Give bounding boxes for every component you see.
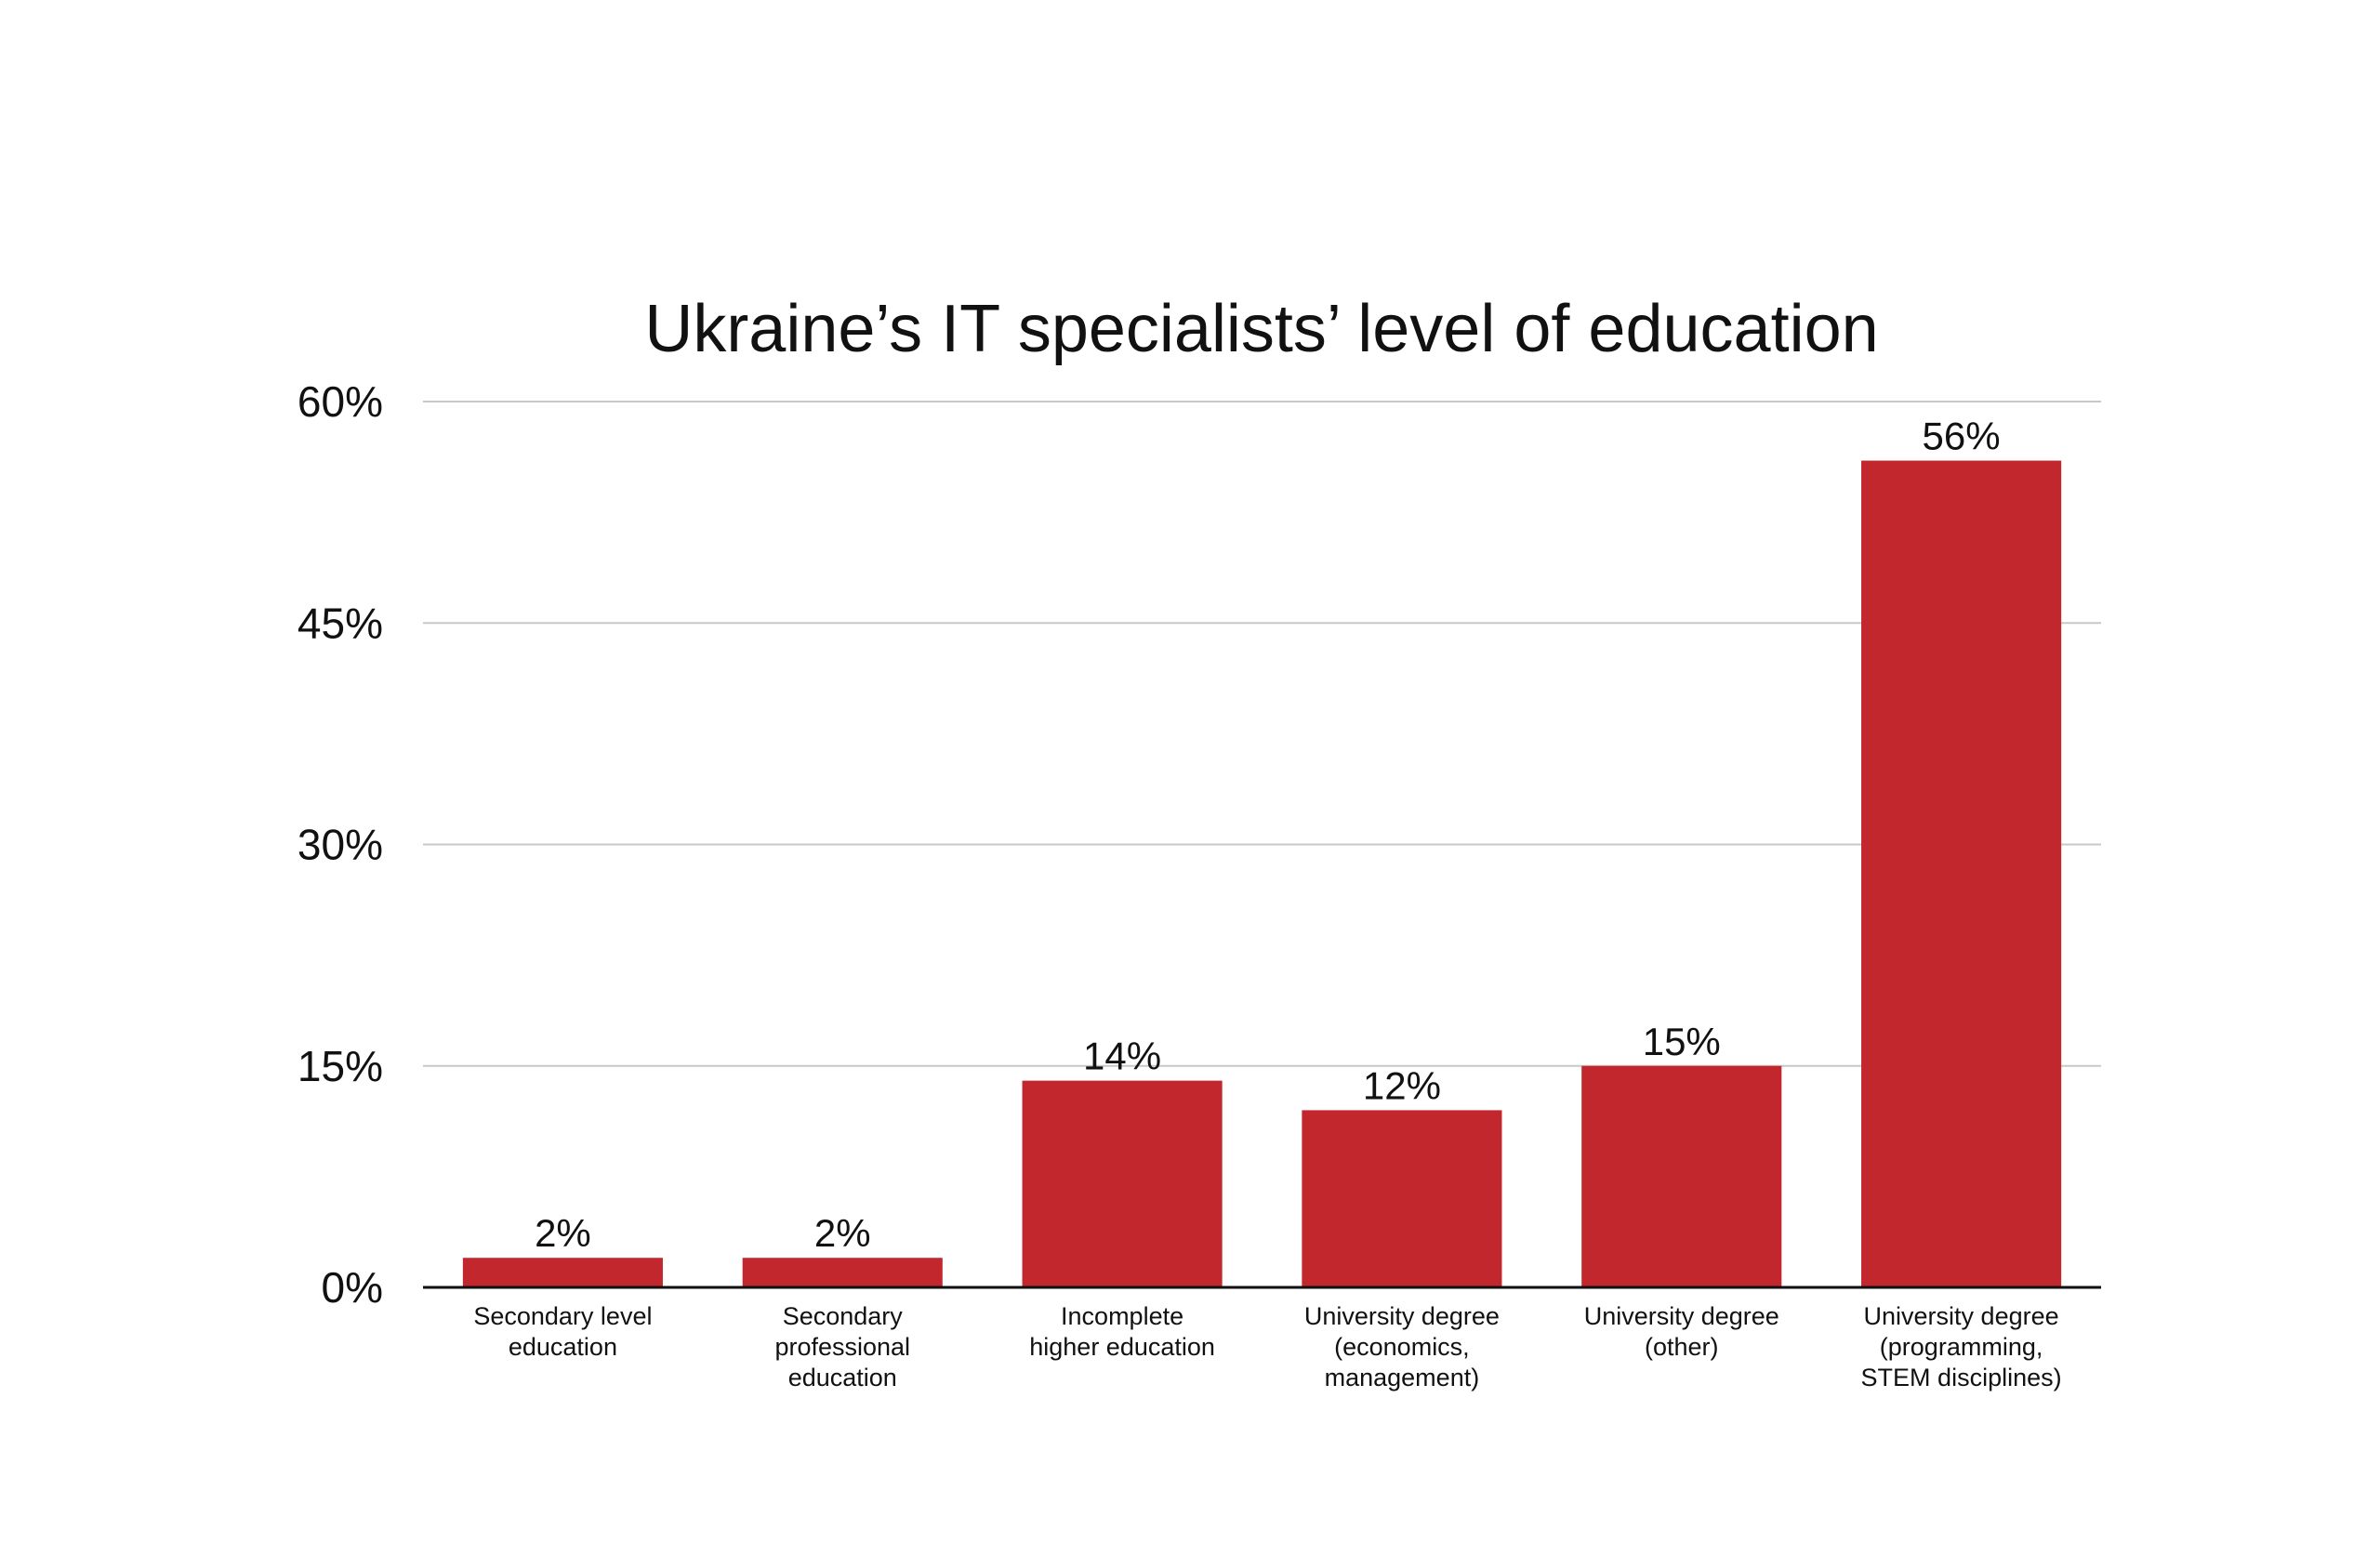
chart-title: Ukraine’s IT specialists’ level of educa… bbox=[644, 292, 1878, 366]
x-tick-label: University degree (programming, STEM disci… bbox=[1861, 1302, 2062, 1391]
x-tick-label-line: (programming, bbox=[1880, 1333, 2043, 1361]
y-axis-tick-labels: 0% 15% 30% 45% 60% bbox=[298, 377, 383, 1312]
x-tick-label-line: STEM disciplines) bbox=[1861, 1364, 2062, 1391]
x-tick-label-line: (other) bbox=[1645, 1333, 1719, 1361]
bars bbox=[462, 460, 2062, 1287]
x-tick-label: Incomplete higher education bbox=[1029, 1302, 1215, 1361]
data-label: 12% bbox=[1363, 1063, 1441, 1107]
x-tick-label: University degree (economics, management) bbox=[1304, 1302, 1500, 1391]
bar bbox=[1581, 1065, 1782, 1287]
x-tick-label-line: education bbox=[509, 1333, 617, 1361]
bar bbox=[1022, 1080, 1223, 1287]
x-tick-label-line: management) bbox=[1325, 1364, 1480, 1391]
data-labels: 2% 2% 14% 12% 15% 56% bbox=[535, 415, 2001, 1256]
x-tick-label-line: higher education bbox=[1029, 1333, 1215, 1361]
x-tick-label: Secondary level education bbox=[473, 1302, 652, 1361]
data-label: 2% bbox=[535, 1211, 591, 1255]
bar bbox=[1861, 460, 2062, 1287]
x-tick-label: University degree (other) bbox=[1584, 1302, 1779, 1361]
x-tick-label-line: University degree bbox=[1864, 1302, 2059, 1330]
data-label: 2% bbox=[814, 1211, 871, 1255]
x-axis-tick-labels: Secondary level education Secondary profess… bbox=[473, 1302, 2061, 1391]
data-label: 14% bbox=[1083, 1035, 1161, 1078]
x-tick-label-line: Secondary bbox=[783, 1302, 904, 1330]
grid-lines bbox=[423, 401, 2101, 1067]
x-tick-label-line: Secondary level bbox=[473, 1302, 652, 1330]
x-tick-label-line: (economics, bbox=[1334, 1333, 1470, 1361]
bar bbox=[742, 1258, 943, 1287]
x-tick-label-line: University degree bbox=[1304, 1302, 1500, 1330]
y-tick-label: 30% bbox=[298, 821, 383, 869]
x-tick-label-line: education bbox=[788, 1364, 897, 1391]
x-tick-label: Secondary professional education bbox=[774, 1302, 910, 1391]
y-tick-label: 45% bbox=[298, 599, 383, 647]
y-tick-label: 15% bbox=[298, 1042, 383, 1090]
y-tick-label: 0% bbox=[322, 1263, 383, 1312]
x-tick-label-line: Incomplete bbox=[1061, 1302, 1183, 1330]
y-tick-label: 60% bbox=[298, 377, 383, 426]
data-label: 15% bbox=[1643, 1020, 1721, 1063]
x-tick-label-line: University degree bbox=[1584, 1302, 1779, 1330]
bar bbox=[1302, 1110, 1502, 1287]
bar bbox=[462, 1258, 663, 1287]
x-tick-label-line: professional bbox=[774, 1333, 910, 1361]
data-label: 56% bbox=[1923, 415, 2001, 458]
